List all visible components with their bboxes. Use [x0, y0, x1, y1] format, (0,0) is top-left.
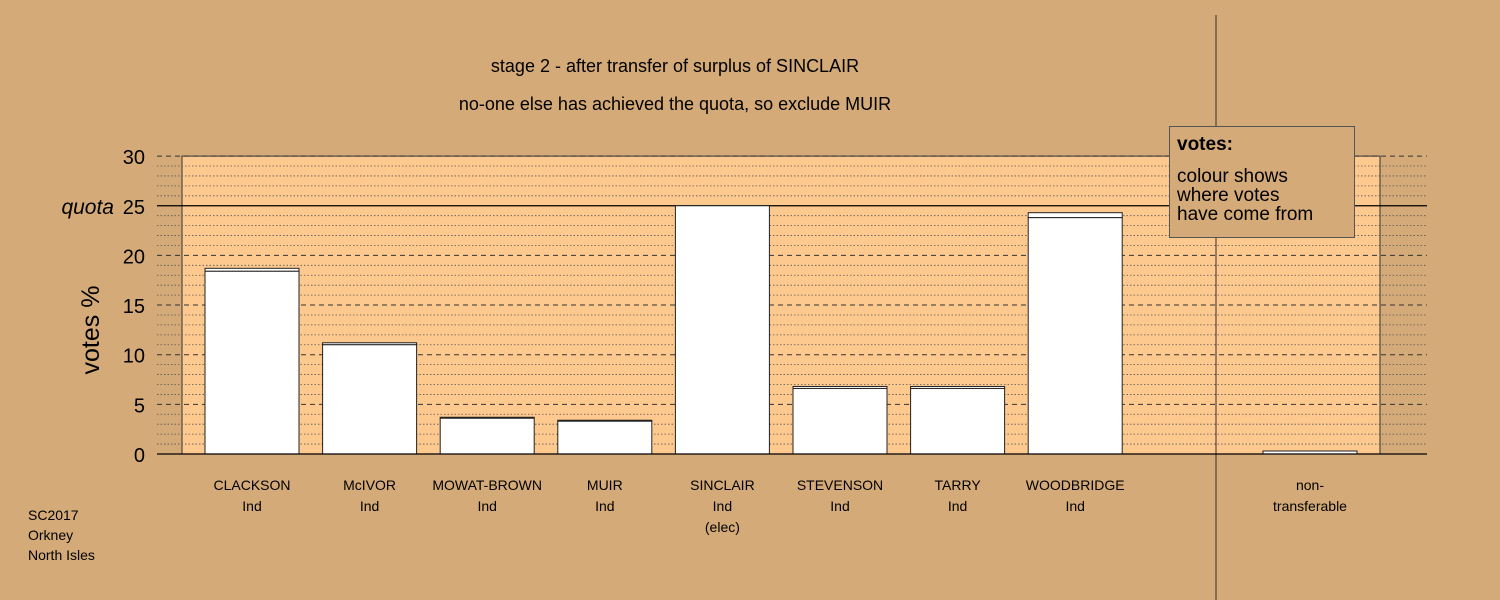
legend-title: votes: [1177, 134, 1233, 155]
x-tick-label: Ind [1065, 498, 1084, 514]
x-tick-label: non- [1296, 477, 1324, 493]
chart-subtitle: no-one else has achieved the quota, so e… [459, 94, 891, 114]
y-axis-label: votes % [77, 286, 105, 375]
x-tick-label: SINCLAIR [690, 477, 755, 493]
x-tick-label: MOWAT-BROWN [432, 477, 542, 493]
bar [557, 420, 653, 455]
legend-line: have come from [1177, 204, 1314, 225]
footer-line: Orkney [28, 527, 74, 543]
bar [910, 387, 1006, 455]
x-tick-label: CLACKSON [213, 477, 290, 493]
bar [1027, 217, 1123, 455]
bar [204, 270, 300, 455]
y-tick-label: 15 [123, 296, 145, 318]
x-tick-label: transferable [1273, 498, 1347, 514]
x-tick-label: Ind [713, 498, 732, 514]
bar [674, 205, 770, 455]
x-tick-label: Ind [830, 498, 849, 514]
legend-line: colour shows [1177, 166, 1288, 187]
bar [439, 417, 535, 455]
footer-label: SC2017 Orkney North Isles [28, 505, 95, 565]
x-tick-label: STEVENSON [797, 477, 883, 493]
x-tick-label: Ind [595, 498, 614, 514]
x-tick-label: (elec) [705, 519, 740, 535]
x-tick-label: MUIR [587, 477, 623, 493]
quota-label: quota [61, 196, 114, 219]
footer-line: North Isles [28, 547, 95, 563]
x-tick-label: Ind [948, 498, 967, 514]
y-tick-label: 5 [134, 395, 145, 417]
bar [792, 387, 888, 455]
x-tick-label: TARRY [935, 477, 982, 493]
x-tick-label: Ind [242, 498, 261, 514]
x-tick-label: Ind [360, 498, 379, 514]
x-tick-label: McIVOR [343, 477, 396, 493]
y-tick-label: 20 [123, 246, 145, 268]
y-tick-label: 0 [134, 445, 145, 467]
x-tick-label: WOODBRIDGE [1026, 477, 1125, 493]
x-tick-label: Ind [477, 498, 496, 514]
footer-line: SC2017 [28, 507, 79, 523]
y-tick-label: 25 [123, 197, 145, 219]
bar-transfer-segment [1027, 212, 1123, 219]
legend-line: where votes [1177, 185, 1280, 206]
legend-box: votes: colour shows where votes have com… [1169, 126, 1355, 238]
bar [322, 344, 418, 455]
y-tick-label: 30 [123, 147, 145, 169]
chart-title: stage 2 - after transfer of surplus of S… [491, 56, 859, 76]
y-tick-label: 10 [123, 346, 145, 368]
